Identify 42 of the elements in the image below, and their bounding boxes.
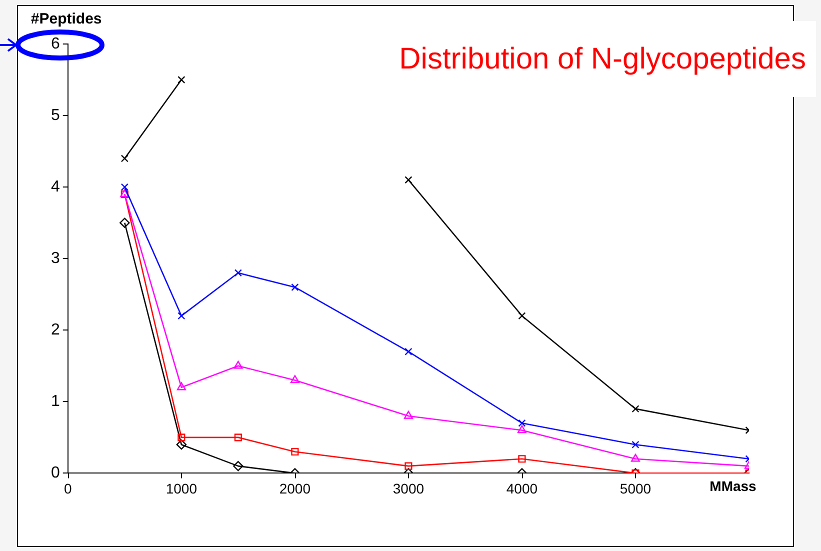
point: [518, 419, 526, 427]
x-tick-label: 4000: [506, 480, 538, 496]
point: [404, 462, 412, 470]
point: [404, 176, 412, 184]
point: [178, 434, 186, 442]
point: [517, 425, 526, 434]
chart-title: Distribution of N-glycopeptides: [399, 42, 806, 76]
point: [291, 283, 299, 291]
point: [630, 454, 640, 462]
point: [234, 269, 242, 277]
point: [518, 455, 526, 463]
x-tick-label: 1000: [166, 480, 198, 496]
x-tick-label: 5000: [620, 480, 652, 496]
y-tick-label: 4: [50, 178, 60, 196]
y-tick-label: 2: [50, 322, 60, 339]
point: [178, 312, 186, 320]
y-tick-label: 1: [50, 393, 60, 410]
x-tick-label: 3000: [392, 480, 424, 496]
x-axis-title: MMass: [710, 478, 757, 494]
point: [404, 348, 412, 356]
point: [518, 312, 526, 320]
point: [120, 183, 128, 191]
point: [290, 375, 300, 384]
point: [632, 405, 640, 413]
point: [234, 360, 243, 369]
x-tick-label: 0: [64, 480, 72, 496]
y-tick-label: 0: [50, 464, 60, 482]
point: [234, 434, 242, 442]
y-tick-label: 5: [50, 106, 60, 124]
point: [178, 76, 186, 84]
point: [120, 154, 128, 162]
point: [291, 448, 299, 456]
point: [404, 410, 413, 419]
y-axis-title: #Peptides: [30, 10, 102, 28]
point: [120, 218, 130, 228]
y-tick-label: 3: [50, 250, 60, 268]
y-tick-label: 6: [50, 35, 60, 52]
point: [233, 460, 244, 472]
x-tick-label: 2000: [279, 480, 311, 496]
point: [176, 439, 187, 450]
point: [176, 382, 186, 390]
point: [632, 440, 640, 448]
